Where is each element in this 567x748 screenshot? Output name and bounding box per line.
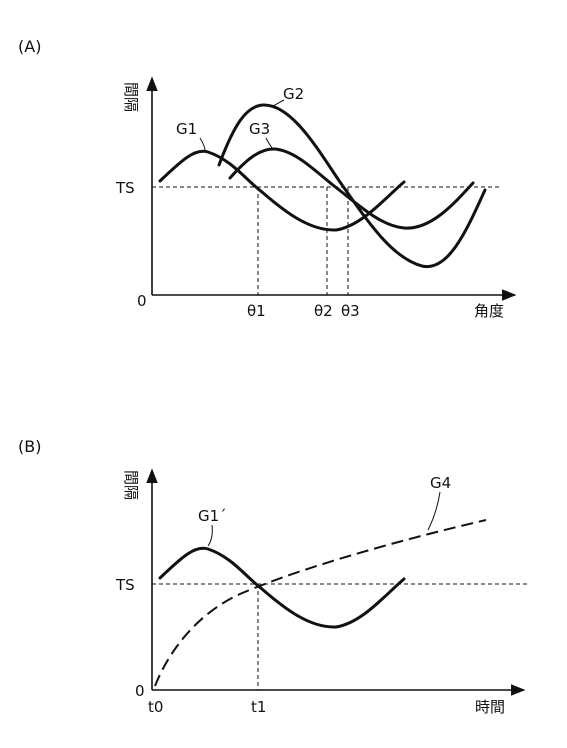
curve-g3-leader (266, 138, 272, 148)
panel-a: (A) 間隔 角度 0 TS θ1 θ2 θ3 G1 G2 G3 (18, 37, 515, 320)
curve-g4-leader (428, 492, 440, 530)
panel-b-y-axis-label: 間隔 (122, 470, 140, 500)
panel-a-x-axis-label: 角度 (474, 302, 504, 320)
curve-g4 (155, 520, 486, 686)
panel-b-origin-label: 0 (135, 682, 145, 700)
curve-g4-label: G4 (430, 474, 451, 492)
panel-b-threshold-label: TS (115, 576, 135, 594)
curve-g1-leader (200, 138, 205, 150)
curve-g1-prime-label: G1´ (198, 507, 227, 525)
t0-label: t0 (148, 698, 163, 716)
panel-a-label: (A) (18, 37, 41, 56)
panel-a-origin-label: 0 (137, 292, 147, 310)
panel-a-threshold-label: TS (115, 179, 135, 197)
panel-a-y-axis-label: 間隔 (122, 82, 140, 112)
curve-g1-label: G1 (176, 120, 197, 138)
theta1-label: θ1 (247, 302, 266, 320)
panel-b-label: (B) (18, 437, 41, 456)
curve-g3-label: G3 (249, 120, 270, 138)
curve-g2-leader (270, 100, 284, 107)
curve-g1-prime-leader (208, 525, 212, 546)
curve-g3 (230, 149, 473, 228)
t1-label: t1 (251, 698, 266, 716)
panel-b-x-axis-label: 時間 (475, 698, 505, 716)
curve-g2-label: G2 (283, 85, 304, 103)
panel-b: (B) 間隔 時間 0 TS t0 t1 G1´ G4 (18, 437, 528, 716)
theta3-label: θ3 (341, 302, 360, 320)
curve-g1-prime (160, 548, 404, 627)
theta2-label: θ2 (314, 302, 333, 320)
